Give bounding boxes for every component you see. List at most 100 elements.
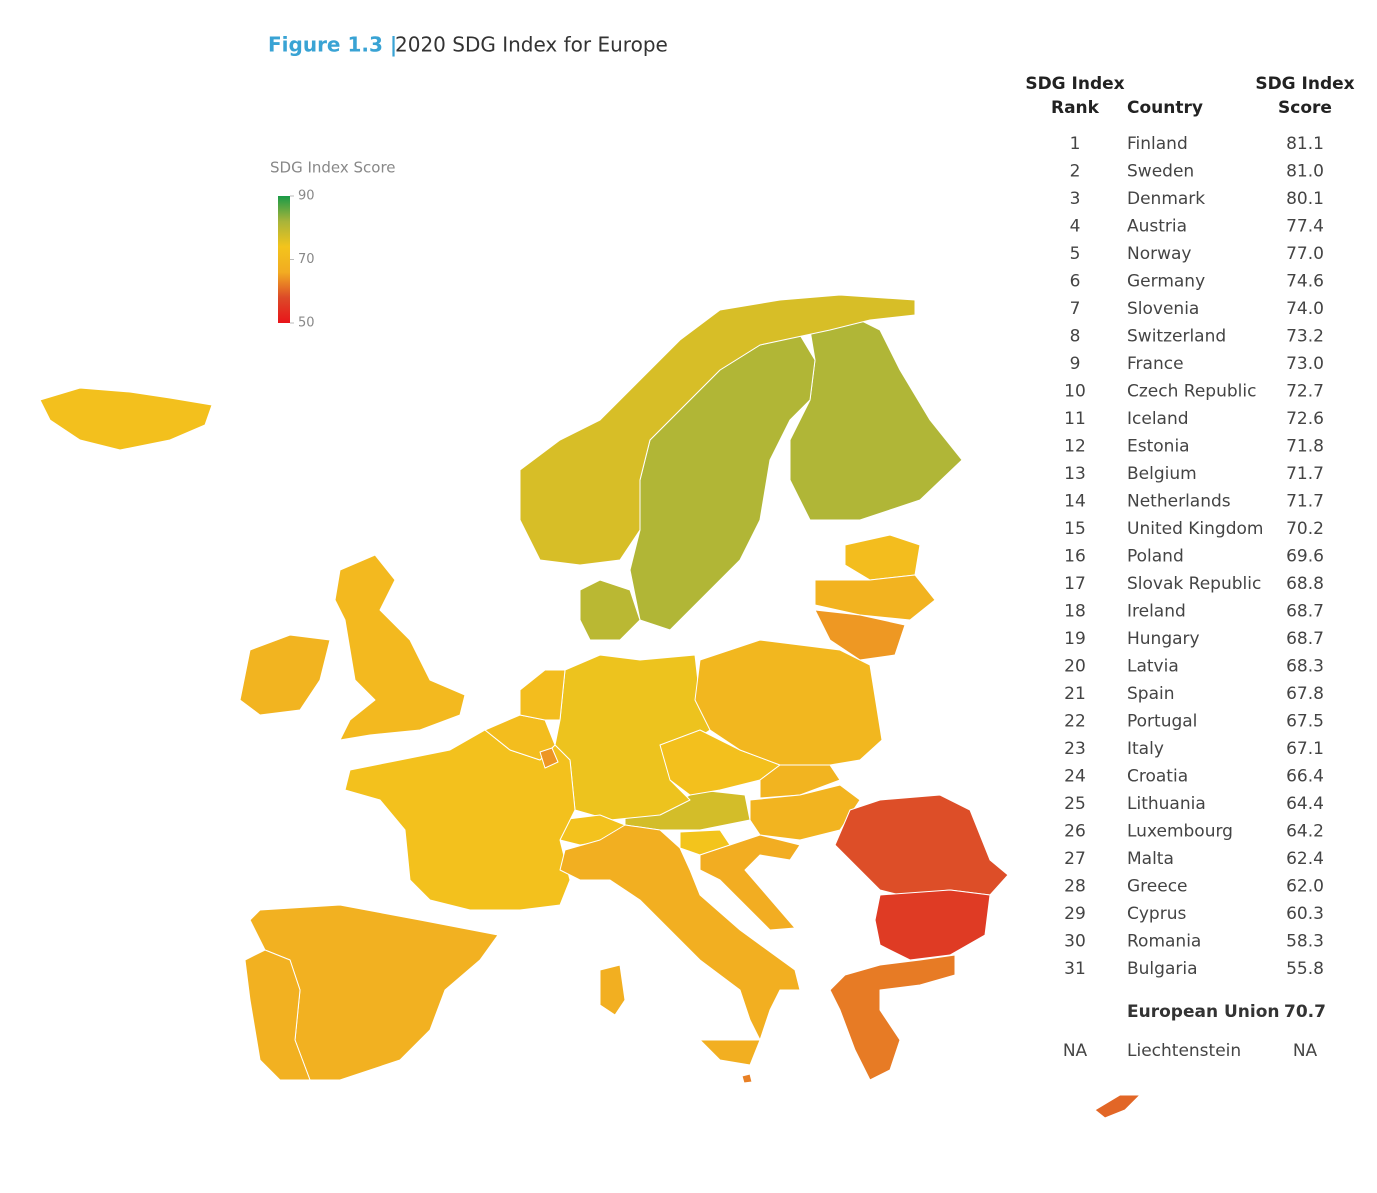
- table-cell: 68.7: [1286, 629, 1324, 649]
- table-cell: United Kingdom: [1127, 519, 1263, 539]
- table-cell: 12: [1064, 437, 1086, 457]
- column-header: Score: [1278, 98, 1332, 118]
- column-header: Rank: [1051, 98, 1100, 118]
- table-cell: Portugal: [1127, 712, 1197, 732]
- table-cell: 58.3: [1286, 932, 1324, 952]
- table-cell: Croatia: [1127, 767, 1188, 787]
- table-cell: 81.1: [1286, 134, 1324, 154]
- table-cell: 71.7: [1286, 492, 1324, 512]
- country-area: [39, 387, 213, 451]
- country-area: [559, 824, 801, 1041]
- country-area: [519, 294, 916, 566]
- table-cell: 11: [1064, 409, 1086, 429]
- table-cell: Ireland: [1127, 602, 1186, 622]
- color-bar: [278, 196, 290, 323]
- table-cell: 10: [1064, 382, 1086, 402]
- country-area: [579, 579, 641, 641]
- table-cell: 81.0: [1286, 162, 1324, 182]
- legend-title: SDG Index Score: [270, 159, 396, 177]
- eu-label: European Union: [1127, 1002, 1280, 1022]
- table-cell: 28: [1064, 877, 1086, 897]
- table-cell: 72.7: [1286, 382, 1324, 402]
- table-cell: Latvia: [1127, 657, 1179, 677]
- table-cell: 77.4: [1286, 217, 1324, 237]
- table-cell: 74.0: [1286, 299, 1324, 319]
- table-cell: 5: [1070, 244, 1081, 264]
- table-cell: Slovak Republic: [1127, 574, 1261, 594]
- table-cell: 13: [1064, 464, 1086, 484]
- table-cell: 20: [1064, 657, 1086, 677]
- legend-tick-label: 50: [298, 316, 315, 331]
- table-cell: 27: [1064, 849, 1086, 869]
- country-area: [874, 889, 991, 961]
- table-cell: Denmark: [1127, 189, 1205, 209]
- table-cell: Lithuania: [1127, 794, 1206, 814]
- country-area: [844, 534, 921, 581]
- table-cell: 2: [1070, 162, 1081, 182]
- table-cell: 60.3: [1286, 904, 1324, 924]
- table-cell: 55.8: [1286, 959, 1324, 979]
- country-area: [699, 1039, 761, 1066]
- table-cell: 73.2: [1286, 327, 1324, 347]
- table-cell: 26: [1064, 822, 1086, 842]
- na-cell: Liechtenstein: [1127, 1041, 1241, 1061]
- table-cell: 22: [1064, 712, 1086, 732]
- figure-label: Figure 1.3 |: [268, 33, 397, 57]
- table-cell: Switzerland: [1127, 327, 1226, 347]
- table-cell: Cyprus: [1127, 904, 1186, 924]
- table-cell: Austria: [1127, 217, 1187, 237]
- table-cell: 68.3: [1286, 657, 1324, 677]
- table-cell: 66.4: [1286, 767, 1324, 787]
- table-cell: 30: [1064, 932, 1086, 952]
- table-cell: 31: [1064, 959, 1086, 979]
- table-cell: 64.4: [1286, 794, 1324, 814]
- table-cell: 18: [1064, 602, 1086, 622]
- table-cell: France: [1127, 354, 1184, 374]
- table-cell: 67.1: [1286, 739, 1324, 759]
- table-cell: Sweden: [1127, 162, 1194, 182]
- table-cell: Malta: [1127, 849, 1174, 869]
- table-cell: Finland: [1127, 134, 1188, 154]
- table-cell: 19: [1064, 629, 1086, 649]
- table-cell: 68.8: [1286, 574, 1324, 594]
- table-cell: 70.2: [1286, 519, 1324, 539]
- legend-tick-label: 90: [298, 189, 315, 204]
- country-area: [749, 784, 861, 841]
- table-cell: Iceland: [1127, 409, 1189, 429]
- country-area: [239, 634, 331, 716]
- table-cell: Netherlands: [1127, 492, 1231, 512]
- table-cell: 62.4: [1286, 849, 1324, 869]
- eu-score: 70.7: [1284, 1002, 1326, 1022]
- table-cell: 16: [1064, 547, 1086, 567]
- table-cell: 64.2: [1286, 822, 1324, 842]
- table-cell: 9: [1070, 354, 1081, 374]
- na-cell: NA: [1063, 1041, 1088, 1061]
- table-cell: 67.8: [1286, 684, 1324, 704]
- table-cell: 71.8: [1286, 437, 1324, 457]
- column-header: SDG Index: [1255, 74, 1354, 94]
- country-area: [694, 639, 883, 766]
- table-cell: 25: [1064, 794, 1086, 814]
- table-cell: 72.6: [1286, 409, 1324, 429]
- table-cell: 17: [1064, 574, 1086, 594]
- table-cell: 80.1: [1286, 189, 1324, 209]
- column-header: SDG Index: [1025, 74, 1124, 94]
- legend: 90 70 50: [278, 189, 315, 331]
- table-cell: Slovenia: [1127, 299, 1199, 319]
- table-cell: 29: [1064, 904, 1086, 924]
- country-area: [834, 794, 1009, 896]
- table-cell: Belgium: [1127, 464, 1197, 484]
- table-cell: Czech Republic: [1127, 382, 1256, 402]
- table-cell: 6: [1070, 272, 1081, 292]
- country-area: [829, 954, 956, 1081]
- table-cell: 67.5: [1286, 712, 1324, 732]
- table-cell: Norway: [1127, 244, 1192, 264]
- country-area: [519, 669, 566, 721]
- map: [39, 294, 1141, 1119]
- legend-tick-label: 70: [298, 252, 315, 267]
- table-cell: Hungary: [1127, 629, 1200, 649]
- table-cell: 24: [1064, 767, 1086, 787]
- table-cell: Greece: [1127, 877, 1188, 897]
- table-cell: Luxembourg: [1127, 822, 1233, 842]
